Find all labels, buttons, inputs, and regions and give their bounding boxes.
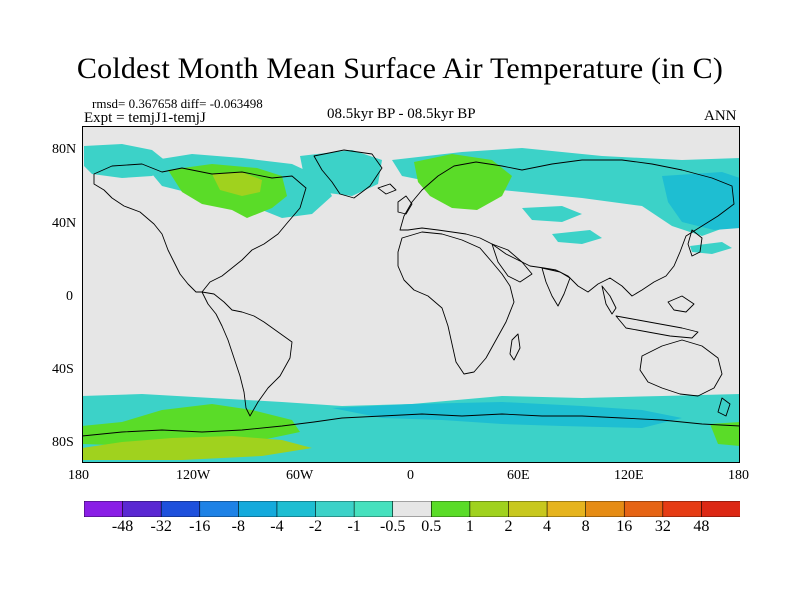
colorbar-swatch: [315, 501, 355, 517]
green-region-antarctic-east: [710, 422, 740, 446]
colorbar-swatch: [353, 501, 394, 517]
experiment-label: Expt = temjJ1-temjJ: [84, 110, 206, 126]
lon-label-120e: 120E: [614, 468, 644, 483]
colorbar-level-label: 1: [465, 518, 474, 535]
lon-label-180-left: 180: [68, 468, 89, 483]
map-title: Coldest Month Mean Surface Air Temperatu…: [76, 52, 724, 85]
stats-text: rmsd= 0.367658 diff= -0.063498: [92, 96, 263, 111]
colorbar-level-label: -8: [231, 518, 246, 535]
colorbar-swatch: [701, 501, 740, 517]
colorbar-swatch: [122, 501, 162, 517]
lon-label-180-right: 180: [728, 468, 749, 483]
cyan-region-central-asia: [522, 206, 582, 222]
lat-label-40s: 40S: [52, 362, 74, 377]
map-frame: [82, 126, 740, 463]
colorbar-swatch: [585, 501, 625, 517]
colorbar-level-label: 4: [543, 518, 552, 535]
colorbar-swatch: [276, 501, 317, 517]
anomaly-fields: [82, 144, 740, 463]
coastlines: [82, 149, 740, 437]
colorbar-level-label: -0.5: [380, 518, 406, 535]
colorbar-level-label: -16: [189, 518, 211, 535]
colorbar-level-label: 0.5: [421, 518, 442, 535]
colorbar-swatch: [199, 501, 239, 517]
lon-label-120w: 120W: [176, 468, 211, 483]
colorbar-swatch: [430, 501, 471, 517]
colorbar-level-label: -1: [347, 518, 361, 535]
green-region-ross-sea: [82, 404, 300, 446]
colorbar-swatch: [662, 501, 703, 517]
colorbar-level-label: 8: [581, 518, 590, 535]
colorbar: [84, 501, 740, 517]
colorbar-swatch: [392, 501, 432, 517]
yellow-green-region-antarctica: [82, 436, 312, 460]
colorbar-swatch: [469, 501, 510, 517]
colorbar-swatch: [546, 501, 587, 517]
colorbar-swatch: [508, 501, 548, 517]
lat-label-80s: 80S: [52, 435, 74, 450]
colorbar-level-label: -48: [111, 518, 134, 535]
lat-label-80n: 80N: [52, 142, 77, 157]
colorbar-level-label: -2: [308, 518, 323, 535]
cyan-region-tibet: [552, 230, 602, 244]
colorbar-swatch: [623, 501, 664, 517]
colorbar-swatch: [84, 501, 124, 517]
colorbar-swatch: [160, 501, 201, 517]
colorbar-level-label: -4: [270, 518, 284, 535]
lat-label-0: 0: [66, 289, 73, 304]
map-panel: [82, 126, 740, 463]
cyan-region-north-pacific: [662, 172, 740, 230]
colorbar-level-label: 32: [654, 518, 671, 535]
colorbar-level-label: 2: [504, 518, 513, 535]
colorbar-swatch: [238, 501, 278, 517]
lon-label-60e: 60E: [507, 468, 530, 483]
colorbar-level-label: 48: [693, 518, 710, 535]
period-label: 08.5kyr BP - 08.5kyr BP: [327, 106, 476, 122]
season-label: ANN: [704, 108, 737, 124]
lon-label-0: 0: [407, 468, 414, 483]
cyan-region-antarctica-deep: [332, 402, 682, 428]
yellow-green-region-canada: [212, 172, 262, 196]
colorbar-level-label: 16: [616, 518, 633, 535]
colorbar-level-label: -32: [150, 518, 172, 535]
green-region-scandinavia: [414, 154, 512, 210]
lat-label-40n: 40N: [52, 216, 77, 231]
cyan-region-greenland: [300, 150, 382, 196]
lon-label-60w: 60W: [286, 468, 314, 483]
